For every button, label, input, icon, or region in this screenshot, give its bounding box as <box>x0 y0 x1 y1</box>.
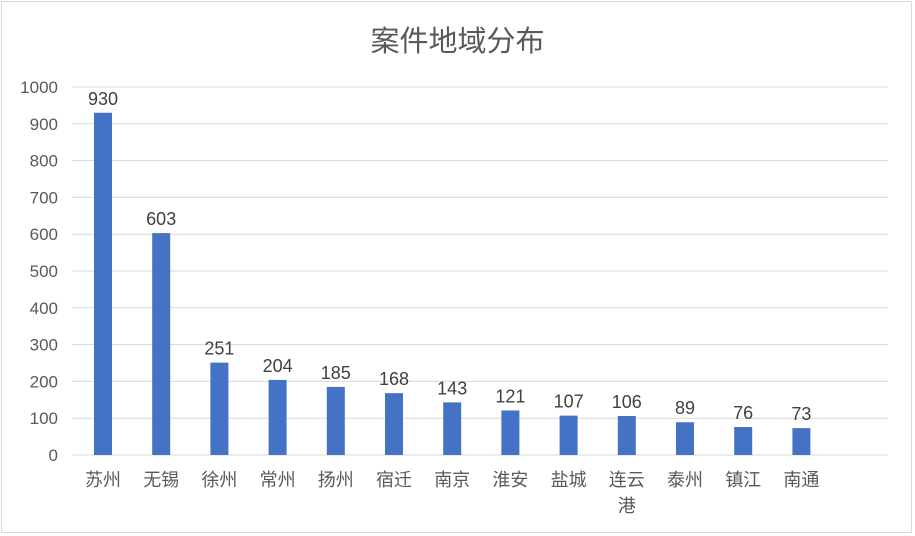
bar <box>559 415 578 455</box>
y-tick-label: 1000 <box>20 78 58 97</box>
x-tick-label: 苏州 <box>85 470 121 491</box>
data-label: 89 <box>675 398 695 418</box>
bar <box>617 415 636 455</box>
y-tick-label: 100 <box>30 409 58 428</box>
y-tick-label: 400 <box>30 299 58 318</box>
y-tick-label: 700 <box>30 188 58 207</box>
data-label: 930 <box>88 89 118 109</box>
x-tick-label: 南通 <box>783 470 819 491</box>
bar <box>501 410 520 455</box>
x-tick-label: 盐城 <box>551 470 587 491</box>
bar <box>676 422 694 455</box>
bar <box>326 386 345 455</box>
y-tick-label: 300 <box>30 336 58 355</box>
bar <box>152 233 171 455</box>
x-tick-label: 扬州 <box>318 470 354 491</box>
y-tick-label: 0 <box>49 446 58 465</box>
bar <box>443 402 462 455</box>
data-label: 107 <box>554 392 584 412</box>
x-tick-label: 泰州 <box>667 470 703 491</box>
data-label: 73 <box>791 404 811 424</box>
x-tick-label: 连云 <box>609 470 645 491</box>
data-label: 121 <box>495 386 525 406</box>
data-label: 168 <box>379 369 409 389</box>
data-label: 185 <box>321 363 351 383</box>
data-label: 76 <box>733 403 753 423</box>
x-tick-label: 港 <box>618 496 636 517</box>
x-tick-label: 镇江 <box>725 470 761 491</box>
x-tick-label: 淮安 <box>492 470 528 491</box>
chart-title: 案件地域分布 <box>370 24 545 58</box>
data-label: 143 <box>437 378 467 398</box>
bar <box>268 379 287 455</box>
data-label: 603 <box>146 209 176 229</box>
x-tick-label: 无锡 <box>143 470 179 491</box>
bar <box>792 428 811 455</box>
bar <box>385 393 403 455</box>
y-tick-label: 200 <box>30 372 58 391</box>
bar <box>210 362 229 455</box>
y-tick-label: 900 <box>30 115 58 134</box>
x-tick-label: 南京 <box>434 470 470 491</box>
y-tick-label: 500 <box>30 262 58 281</box>
y-tick-label: 600 <box>30 225 58 244</box>
bar <box>94 112 112 455</box>
bar <box>734 427 753 455</box>
x-tick-label: 宿迁 <box>376 470 412 491</box>
x-tick-label: 徐州 <box>201 470 237 491</box>
data-label: 106 <box>612 392 642 412</box>
data-label: 251 <box>204 339 234 359</box>
y-tick-label: 800 <box>30 152 58 171</box>
x-tick-label: 常州 <box>260 470 296 491</box>
data-label: 204 <box>263 356 293 376</box>
